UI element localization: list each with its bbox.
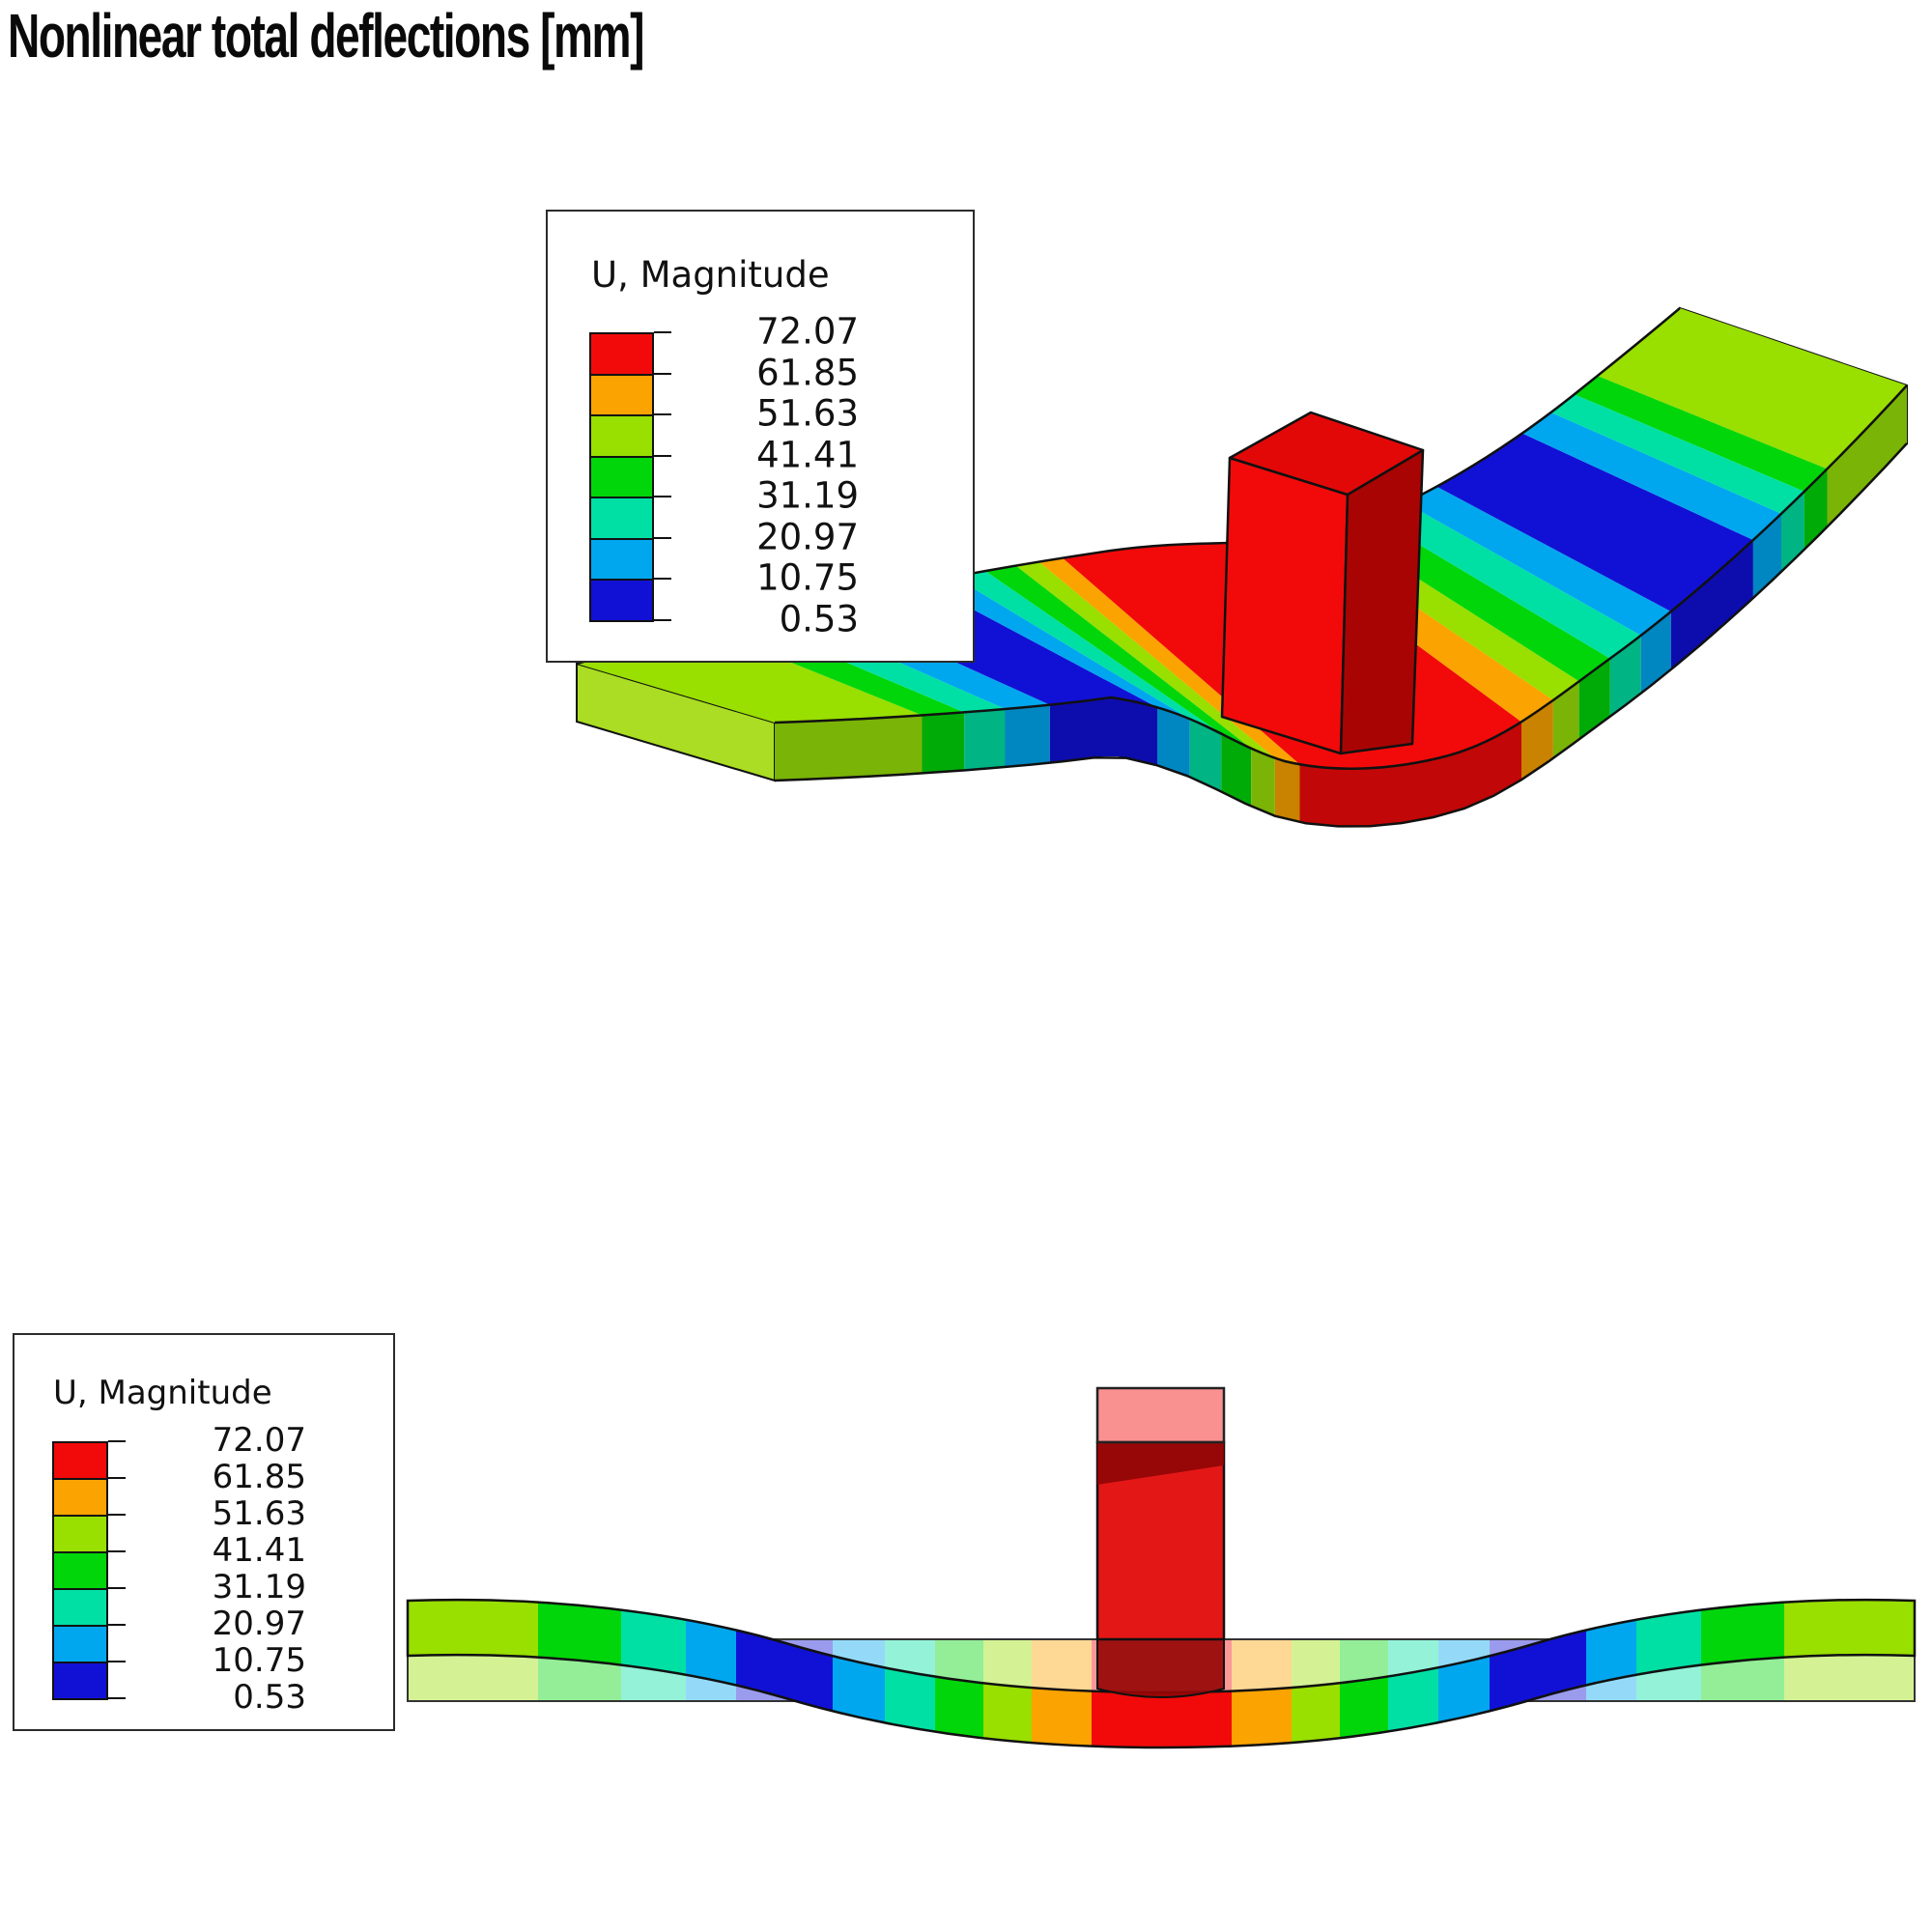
deformed-beam xyxy=(406,1598,1917,1749)
punch-top-face xyxy=(1228,411,1425,497)
legend-tick xyxy=(108,1514,126,1516)
contour-stripe-front xyxy=(1049,698,1157,766)
legend-color-swatch xyxy=(589,497,654,540)
legend-title: U, Magnitude xyxy=(591,254,830,296)
contour-stripe-front xyxy=(1640,611,1671,694)
beam-edge xyxy=(774,384,1908,770)
legend-tick-value: 20.97 xyxy=(756,516,859,558)
legend-tick-value: 20.97 xyxy=(212,1605,306,1644)
punch-translucent-cap xyxy=(1095,1386,1226,1444)
legend-title: U, Magnitude xyxy=(53,1374,272,1412)
legend-color-swatch xyxy=(52,1662,108,1700)
colorbar-legend-isometric: U, Magnitude 72.07 61.85 51.63 41.41 31.19 20… xyxy=(546,210,975,663)
contour-stripe-front xyxy=(1781,491,1804,572)
legend-tick-value: 72.07 xyxy=(212,1421,306,1461)
legend-tick-value: 61.85 xyxy=(212,1458,306,1497)
contour-stripe-top xyxy=(923,577,1190,720)
punch-side xyxy=(1095,1386,1226,1698)
punch-shaded-wedge xyxy=(1097,1442,1224,1485)
punch-right-face xyxy=(1339,448,1425,755)
legend-tick-value: 41.41 xyxy=(756,434,859,476)
contour-stripe-top xyxy=(1521,412,1781,540)
legend-tick-value: 51.63 xyxy=(212,1494,306,1534)
legend-tick xyxy=(108,1697,126,1699)
contour-stripe-top xyxy=(1574,376,1828,492)
contour-stripe-front xyxy=(1251,748,1275,816)
contour-stripe-front xyxy=(1005,704,1050,767)
legend-tick-value: 0.53 xyxy=(779,598,859,640)
legend-tick xyxy=(108,1587,126,1589)
contour-stripe-front xyxy=(922,712,965,774)
legend-tick-value: 0.53 xyxy=(233,1678,306,1718)
contour-stripe-front xyxy=(1827,385,1907,527)
contour-stripe-front xyxy=(1299,722,1521,827)
legend-tick-value: 10.75 xyxy=(212,1641,306,1681)
contour-stripe-front xyxy=(1274,757,1300,823)
page-title: Nonlinear total deflections [mm] xyxy=(8,1,644,71)
legend-tick xyxy=(654,413,671,415)
legend-tick xyxy=(108,1440,126,1442)
contour-stripe-front xyxy=(964,708,1006,771)
legend-tick xyxy=(108,1477,126,1479)
contour-stripe-front xyxy=(1221,733,1252,807)
contour-stripe-top xyxy=(985,565,1252,749)
legend-color-swatch xyxy=(589,414,654,458)
legend-tick xyxy=(108,1661,126,1662)
legend-tick xyxy=(108,1624,126,1626)
beam-edge xyxy=(774,442,1908,828)
legend-color-swatch xyxy=(589,332,654,376)
legend-color-swatch xyxy=(589,455,654,498)
punch-isometric xyxy=(1220,411,1425,755)
contour-stripe-front xyxy=(1189,719,1222,792)
contour-stripe-front xyxy=(1521,699,1553,781)
legend-color-swatch xyxy=(52,1625,108,1663)
legend-tick xyxy=(654,578,671,580)
contour-stripe-top xyxy=(953,571,1222,734)
colorbar-legend-side: U, Magnitude 72.07 61.85 51.63 41.41 31.19 20… xyxy=(13,1333,395,1731)
beam-front-face xyxy=(775,385,1907,827)
contour-stripe-top xyxy=(1405,486,1671,636)
legend-tick xyxy=(654,496,671,497)
legend-tick xyxy=(654,454,671,457)
contour-stripe-front xyxy=(1578,658,1610,740)
legend-tick-value: 41.41 xyxy=(212,1531,306,1571)
punch-embedded-region xyxy=(1096,1638,1225,1698)
contour-stripe-top xyxy=(1015,561,1275,758)
legend-color-swatch xyxy=(589,537,654,581)
legend-tick xyxy=(654,618,671,621)
legend-color-swatch xyxy=(589,373,654,416)
legend-tick xyxy=(108,1550,126,1552)
legend-tick-value: 31.19 xyxy=(212,1568,306,1607)
legend-tick-value: 10.75 xyxy=(756,556,859,599)
contour-stripe-top xyxy=(1597,308,1907,469)
contour-stripe-front xyxy=(775,715,923,781)
contour-stripe-top xyxy=(1550,394,1804,514)
contour-stripe-top xyxy=(1436,433,1753,611)
contour-stripe-front xyxy=(1670,540,1753,669)
isometric-view xyxy=(576,306,1908,828)
side-view xyxy=(406,1386,1917,1749)
legend-tick xyxy=(654,536,671,539)
legend-color-swatch xyxy=(589,579,654,622)
legend-tick-value: 51.63 xyxy=(756,392,859,435)
legend-tick-value: 31.19 xyxy=(756,474,859,517)
contour-stripe-top xyxy=(1372,502,1641,659)
punch-front-face xyxy=(1220,456,1350,755)
contour-stripe-front xyxy=(1609,635,1641,717)
contour-stripe-front xyxy=(1552,681,1579,758)
legend-tick-value: 72.07 xyxy=(756,310,859,353)
contour-stripe-front xyxy=(1804,469,1828,550)
legend-tick-value: 61.85 xyxy=(756,352,859,394)
legend-tick xyxy=(654,372,671,375)
legend-tick xyxy=(654,331,671,333)
contour-stripe-front xyxy=(1157,707,1190,778)
